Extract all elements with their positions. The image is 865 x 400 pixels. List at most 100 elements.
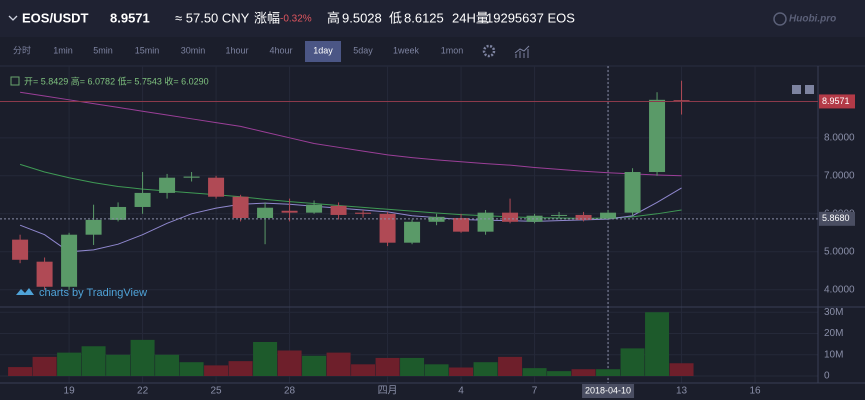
x-tick-label: 四月 [378, 385, 398, 397]
last-price-label: 8.9571 [822, 96, 850, 106]
interval[interactable]: 1day [313, 45, 333, 55]
volume: 19295637 EOS [486, 10, 575, 25]
interval[interactable]: 1week [393, 45, 420, 55]
y-tick-label: 7.0000 [824, 170, 855, 181]
candle-body [502, 212, 519, 222]
x-tick-label: 2018-04-10 [585, 385, 631, 395]
volume-bar [277, 350, 302, 376]
candle-body [600, 212, 617, 219]
volume-bar [498, 356, 523, 376]
volume-bar [351, 364, 376, 376]
volume-bar [32, 356, 57, 376]
y-tick-label: 8.0000 [824, 132, 855, 143]
interval[interactable]: 1min [53, 45, 73, 55]
candle-body [36, 261, 53, 287]
volume-bar [57, 352, 82, 376]
volume-bar [326, 352, 351, 376]
interval[interactable]: 5min [93, 45, 113, 55]
price: 8.9571 [110, 10, 150, 25]
indicator-icon[interactable] [514, 45, 530, 58]
interval[interactable]: 15min [135, 45, 160, 55]
candle-body [575, 214, 592, 220]
volume-bar [8, 367, 33, 376]
legend-toggle[interactable] [10, 76, 20, 86]
candle-body [526, 215, 543, 222]
candle-body [624, 172, 641, 213]
candle-body [477, 212, 494, 232]
candle-body [379, 213, 396, 243]
interval[interactable]: 1mon [441, 45, 464, 55]
change-label: 涨幅 [254, 10, 280, 25]
volume-bar [81, 346, 106, 376]
high: 9.5028 [342, 10, 382, 25]
moving-average [19, 163, 682, 219]
volume-tick-label: 20M [824, 328, 843, 339]
volume-bar [547, 371, 572, 376]
crosshair-price-label: 5.8680 [822, 213, 850, 223]
pair[interactable]: EOS/USDT [22, 10, 89, 25]
low: 8.6125 [404, 10, 444, 25]
volume-bar [645, 312, 670, 376]
volume-bar [596, 369, 621, 376]
x-tick-label: 4 [458, 386, 464, 397]
volume-bar [669, 363, 694, 376]
volume-bar [400, 357, 425, 376]
candle-body [159, 177, 176, 193]
pane-button[interactable] [805, 85, 814, 94]
candle-body [257, 207, 274, 218]
candle-body [85, 219, 102, 235]
candle-body [649, 99, 666, 173]
volume-tick-label: 30M [824, 307, 843, 318]
brand-logo [773, 12, 787, 26]
volume-bar [228, 361, 253, 376]
candle-body [404, 221, 421, 243]
interval[interactable]: 4hour [269, 45, 292, 55]
toolbar [0, 37, 865, 66]
candle-body [551, 214, 568, 216]
last-price-box [819, 94, 855, 109]
volume-bar [473, 362, 498, 376]
volume-bar [375, 357, 400, 376]
y-tick-label: 5.0000 [824, 246, 855, 257]
candle-body [306, 204, 323, 213]
volume-bar [302, 355, 327, 376]
y-tick-label: 4.0000 [824, 284, 855, 295]
candle-body [281, 210, 298, 213]
x-tick-label: 28 [284, 386, 296, 397]
interval[interactable]: 30min [181, 45, 206, 55]
interval[interactable]: 5day [353, 45, 373, 55]
high-label: 高 [327, 10, 340, 25]
volume-label: 24H量 [452, 10, 489, 25]
brand: Huobi.pro [789, 14, 836, 25]
candle-body [61, 234, 78, 287]
x-tick-label: 19 [64, 386, 76, 397]
moving-average [20, 91, 682, 177]
x-tick-label: 25 [211, 386, 223, 397]
volume-bar [179, 362, 204, 376]
volume-bar [106, 354, 131, 376]
candle-body [232, 196, 249, 218]
interval[interactable]: 1hour [225, 45, 248, 55]
volume-bar [155, 354, 180, 376]
candle-body [183, 176, 200, 178]
pane-button[interactable] [792, 85, 801, 94]
candle-body [208, 177, 225, 197]
candle-body [134, 192, 151, 207]
header-bar [0, 0, 865, 37]
legend-ohlc: 开= 5.8429 高= 6.0782 低= 5.7543 收= 6.0290 [24, 75, 209, 86]
settings-icon[interactable] [482, 44, 496, 58]
dropdown-icon[interactable] [8, 15, 18, 21]
cny: ≈ 57.50 CNY [175, 10, 250, 25]
x-tick-label: 22 [137, 386, 149, 397]
volume-bar [522, 368, 547, 376]
candle-body [330, 205, 347, 215]
candle-body [110, 206, 127, 220]
change: -0.32% [280, 14, 312, 25]
volume-bar [571, 369, 596, 376]
watermark: charts by TradingView [39, 287, 147, 299]
interval[interactable]: 分时 [13, 44, 31, 55]
candle-body [355, 212, 372, 214]
volume-bar [424, 364, 449, 376]
crosshair-price-box [819, 211, 855, 226]
